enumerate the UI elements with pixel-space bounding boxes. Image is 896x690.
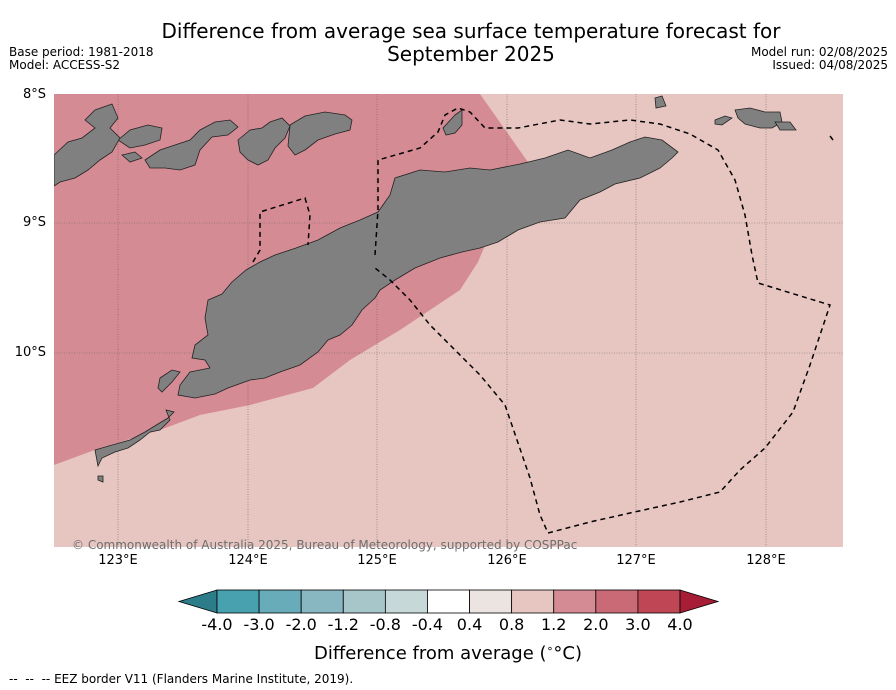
lat-label-9s: 9°S [22, 215, 46, 230]
lon-label-125e: 125°E [357, 553, 397, 568]
model-run-text: Model run: 02/08/2025 [750, 45, 888, 59]
flores-island [54, 103, 121, 187]
colorbar-segment [258, 589, 302, 614]
colorbar-label: Difference from average (∘°C) [313, 642, 583, 664]
colorbar-segment [511, 589, 555, 614]
colorbar-segment [384, 589, 428, 614]
lembata-island [144, 119, 239, 171]
eez-legend-line: -- -- -- [9, 672, 51, 686]
colorbar-tick-label: -4.0 [201, 615, 233, 634]
colorbar-extend-low [177, 589, 218, 614]
colorbar-tick-label: 4.0 [667, 615, 693, 634]
copyright-text: © Commonwealth of Australia 2025, Bureau… [72, 538, 578, 552]
lon-label-124e: 124°E [228, 553, 268, 568]
lon-label-128e: 128°E [746, 553, 786, 568]
small-island-north [654, 95, 667, 109]
title-line-2: September 2025 [387, 42, 555, 66]
eez-legend-label: EEZ border V11 (Flanders Marine Institut… [54, 672, 354, 686]
meta-right: Model run: 02/08/2025 Issued: 04/08/2025 [751, 46, 888, 72]
colorbar-tick-label: -3.0 [243, 615, 275, 634]
colorbar-segment [216, 589, 260, 614]
colorbar-segment [300, 589, 344, 614]
adonara-island [117, 124, 163, 149]
model-text: Model: ACCESS-S2 [9, 58, 121, 72]
semau-island [157, 369, 181, 393]
eez-border [252, 107, 834, 534]
colorbar-label-suffix: ) [575, 643, 583, 664]
land [54, 95, 797, 483]
ndao-island [97, 475, 104, 483]
colorbar-tick-label: -0.8 [369, 615, 401, 634]
colorbar-tick-label: -0.4 [411, 615, 444, 634]
colorbar-tick-label: -1.2 [327, 615, 359, 634]
lon-label-126e: 126°E [487, 553, 527, 568]
base-period-text: Base period: 1981-2018 [9, 45, 154, 59]
lon-label-127e: 127°E [616, 553, 656, 568]
colorbar-tick-label: 0.4 [456, 615, 483, 634]
colorbar-segment [637, 589, 681, 614]
chart-title: Difference from average sea surface temp… [0, 20, 896, 66]
timor-island [177, 136, 679, 399]
colorbar-extend-high [679, 589, 720, 614]
liran-island [714, 115, 733, 126]
rote-island [94, 409, 175, 468]
colorbar-tick-label: 1.2 [540, 615, 567, 634]
colorbar-tick-label: 3.0 [625, 615, 651, 634]
lat-label-10s: 10°S [14, 345, 46, 360]
colorbar-segment [342, 589, 386, 614]
lon-label-123e: 123°E [98, 553, 138, 568]
colorbar-segment [553, 589, 597, 614]
lat-label-8s: 8°S [22, 87, 46, 102]
colorbar-segment [469, 589, 513, 614]
colorbar-segment [427, 589, 470, 614]
meta-left: Base period: 1981-2018 Model: ACCESS-S2 [9, 46, 154, 72]
colorbar-tick-label: -2.0 [285, 615, 317, 634]
colorbar-label-prefix: Difference from average ( [313, 643, 547, 664]
title-line-1: Difference from average sea surface temp… [161, 19, 781, 43]
romang-island [774, 121, 797, 131]
colorbar [177, 589, 720, 614]
colorbar-label-unit: °C [553, 643, 575, 664]
pantar-island [237, 117, 291, 166]
map-area [54, 94, 843, 547]
eez-legend: -- -- -- EEZ border V11 (Flanders Marine… [9, 672, 353, 686]
colorbar-tick-label: 2.0 [583, 615, 609, 634]
colorbar-segment [595, 589, 639, 614]
alor-island [287, 111, 353, 156]
solor-island [121, 151, 143, 163]
issued-text: Issued: 04/08/2025 [772, 58, 888, 72]
colorbar-tick-label: 0.8 [498, 615, 525, 634]
